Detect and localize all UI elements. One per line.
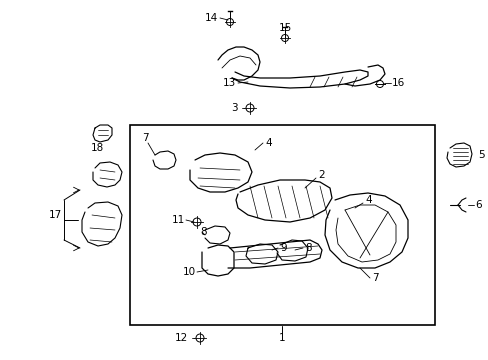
Text: 15: 15 — [278, 23, 291, 33]
Text: 16: 16 — [391, 78, 405, 88]
Text: 10: 10 — [183, 267, 196, 277]
Text: 4: 4 — [364, 195, 371, 205]
Text: 13: 13 — [223, 78, 236, 88]
Text: 14: 14 — [204, 13, 218, 23]
Text: 3: 3 — [231, 103, 238, 113]
Text: 17: 17 — [49, 210, 62, 220]
Text: 5: 5 — [477, 150, 484, 160]
Text: 11: 11 — [171, 215, 184, 225]
Text: 6: 6 — [474, 200, 481, 210]
Text: 2: 2 — [317, 170, 324, 180]
Text: 8: 8 — [305, 243, 311, 253]
Text: 4: 4 — [264, 138, 271, 148]
Text: 8: 8 — [200, 227, 206, 237]
Text: 7: 7 — [371, 273, 378, 283]
Text: 18: 18 — [90, 143, 103, 153]
Text: 7: 7 — [142, 133, 148, 143]
Text: 9: 9 — [280, 243, 286, 253]
Text: 1: 1 — [278, 333, 285, 343]
Text: 12: 12 — [174, 333, 187, 343]
Bar — [130, 125, 434, 325]
